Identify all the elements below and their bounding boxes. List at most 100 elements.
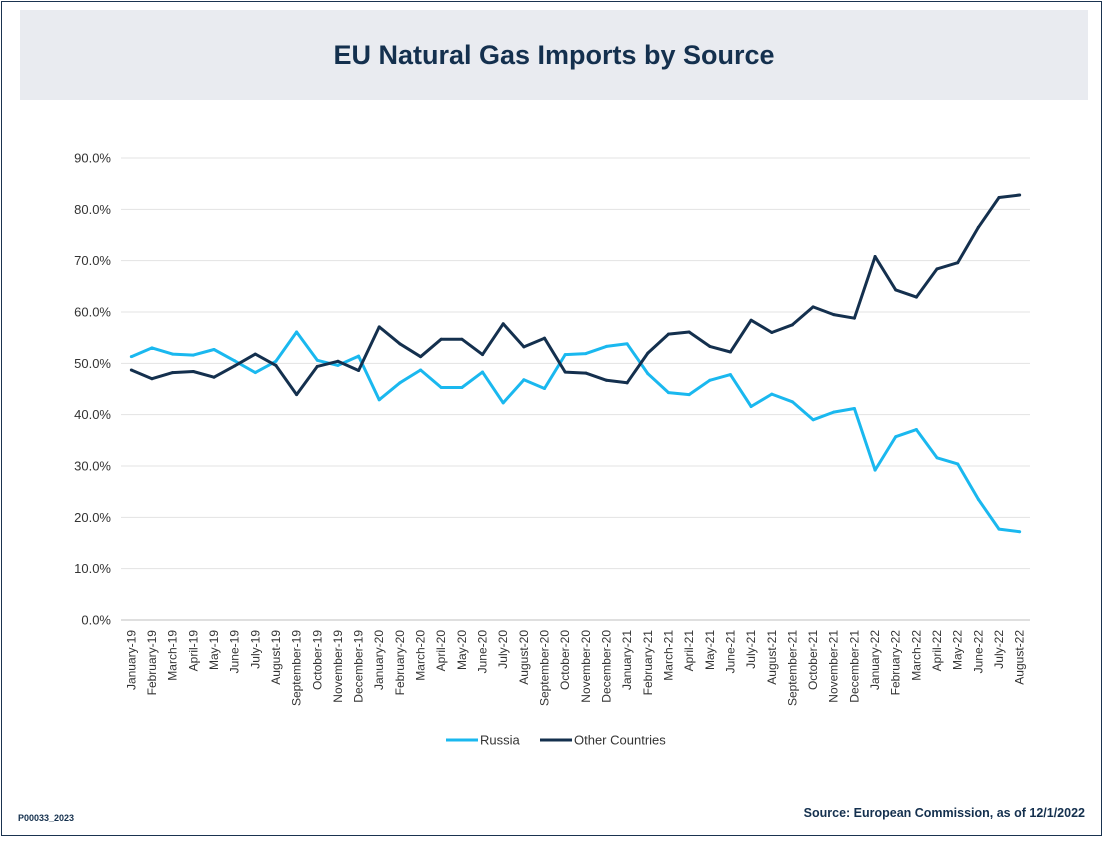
data-point: [584, 371, 588, 375]
data-point: [997, 196, 1001, 200]
data-point: [212, 347, 216, 351]
x-tick-label: January-22: [868, 630, 882, 690]
data-point: [315, 358, 319, 362]
data-point: [543, 386, 547, 390]
y-tick-label: 90.0%: [74, 151, 111, 166]
x-tick-label: November-21: [827, 630, 841, 703]
data-point: [171, 371, 175, 375]
x-tick-label: April-19: [186, 630, 200, 672]
data-point: [852, 316, 856, 320]
data-point: [625, 342, 629, 346]
x-tick-label: October-21: [806, 630, 820, 690]
series-line-other-countries: [130, 193, 1020, 397]
data-point: [233, 359, 237, 363]
data-point: [543, 336, 547, 340]
data-point: [377, 398, 381, 402]
x-tick-label: April-21: [682, 630, 696, 672]
x-tick-label: September-20: [538, 630, 552, 706]
data-point: [274, 363, 278, 367]
data-point: [336, 359, 340, 363]
data-point: [873, 255, 877, 259]
x-tick-label: June-20: [476, 630, 490, 674]
data-point: [419, 368, 423, 372]
y-tick-label: 80.0%: [74, 202, 111, 217]
data-point: [852, 407, 856, 411]
data-point: [832, 410, 836, 414]
y-tick-label: 50.0%: [74, 356, 111, 371]
x-tick-label: April-22: [930, 630, 944, 672]
x-tick-label: March-19: [166, 630, 180, 681]
data-point: [584, 352, 588, 356]
data-point: [687, 393, 691, 397]
x-tick-label: February-19: [145, 630, 159, 696]
data-point: [481, 370, 485, 374]
x-tick-label: December-19: [352, 630, 366, 703]
y-tick-label: 10.0%: [74, 561, 111, 576]
title-band: EU Natural Gas Imports by Source: [20, 10, 1088, 100]
data-point: [563, 370, 567, 374]
data-point: [790, 400, 794, 404]
data-point: [1018, 193, 1022, 197]
data-point: [666, 391, 670, 395]
x-tick-label: February-22: [889, 630, 903, 696]
data-point: [976, 497, 980, 501]
data-point: [398, 381, 402, 385]
y-tick-label: 60.0%: [74, 305, 111, 320]
x-tick-label: July-22: [992, 630, 1006, 669]
data-point: [708, 344, 712, 348]
data-point: [377, 325, 381, 329]
x-tick-label: May-21: [703, 630, 717, 670]
data-point: [811, 305, 815, 309]
legend-label: Russia: [480, 733, 521, 748]
data-point: [956, 462, 960, 466]
y-tick-label: 20.0%: [74, 510, 111, 525]
data-point: [171, 352, 175, 356]
data-point: [749, 318, 753, 322]
data-point: [357, 369, 361, 373]
data-point: [956, 261, 960, 265]
data-point: [914, 295, 918, 299]
x-tick-label: July-20: [496, 630, 510, 669]
data-point: [604, 378, 608, 382]
x-tick-label: June-21: [723, 630, 737, 674]
data-point: [419, 355, 423, 359]
x-tick-label: July-19: [248, 630, 262, 669]
x-tick-label: November-20: [579, 630, 593, 703]
x-tick-label: March-22: [909, 630, 923, 681]
x-tick-label: July-21: [744, 630, 758, 669]
data-point: [687, 330, 691, 334]
data-point: [129, 355, 133, 359]
data-point: [832, 313, 836, 317]
data-point: [770, 392, 774, 396]
legend-label: Other Countries: [574, 733, 666, 748]
data-point: [357, 354, 361, 358]
y-tick-label: 0.0%: [81, 613, 111, 628]
data-point: [398, 342, 402, 346]
x-tick-label: June-19: [228, 630, 242, 674]
x-tick-label: June-22: [971, 630, 985, 674]
data-point: [460, 385, 464, 389]
x-tick-label: January-21: [620, 630, 634, 690]
data-point: [501, 401, 505, 405]
x-tick-label: May-22: [951, 630, 965, 670]
data-point: [295, 330, 299, 334]
x-tick-label: December-20: [599, 630, 613, 703]
x-tick-label: August-21: [765, 630, 779, 685]
x-tick-label: March-21: [661, 630, 675, 681]
y-tick-label: 30.0%: [74, 459, 111, 474]
data-point: [666, 332, 670, 336]
data-point: [1018, 530, 1022, 534]
data-point: [315, 364, 319, 368]
data-point: [129, 368, 133, 372]
data-point: [997, 527, 1001, 531]
x-tick-label: November-19: [331, 630, 345, 703]
x-tick-label: August-20: [517, 630, 531, 685]
data-point: [481, 353, 485, 357]
chart-title: EU Natural Gas Imports by Source: [333, 39, 775, 70]
data-point: [501, 322, 505, 326]
data-point: [336, 363, 340, 367]
data-point: [646, 351, 650, 355]
x-tick-label: September-21: [785, 630, 799, 706]
data-point: [770, 331, 774, 335]
